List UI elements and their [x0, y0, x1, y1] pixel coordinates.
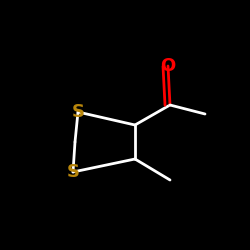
Text: O: O: [160, 57, 176, 75]
Text: S: S: [72, 103, 85, 121]
Text: S: S: [66, 163, 80, 181]
